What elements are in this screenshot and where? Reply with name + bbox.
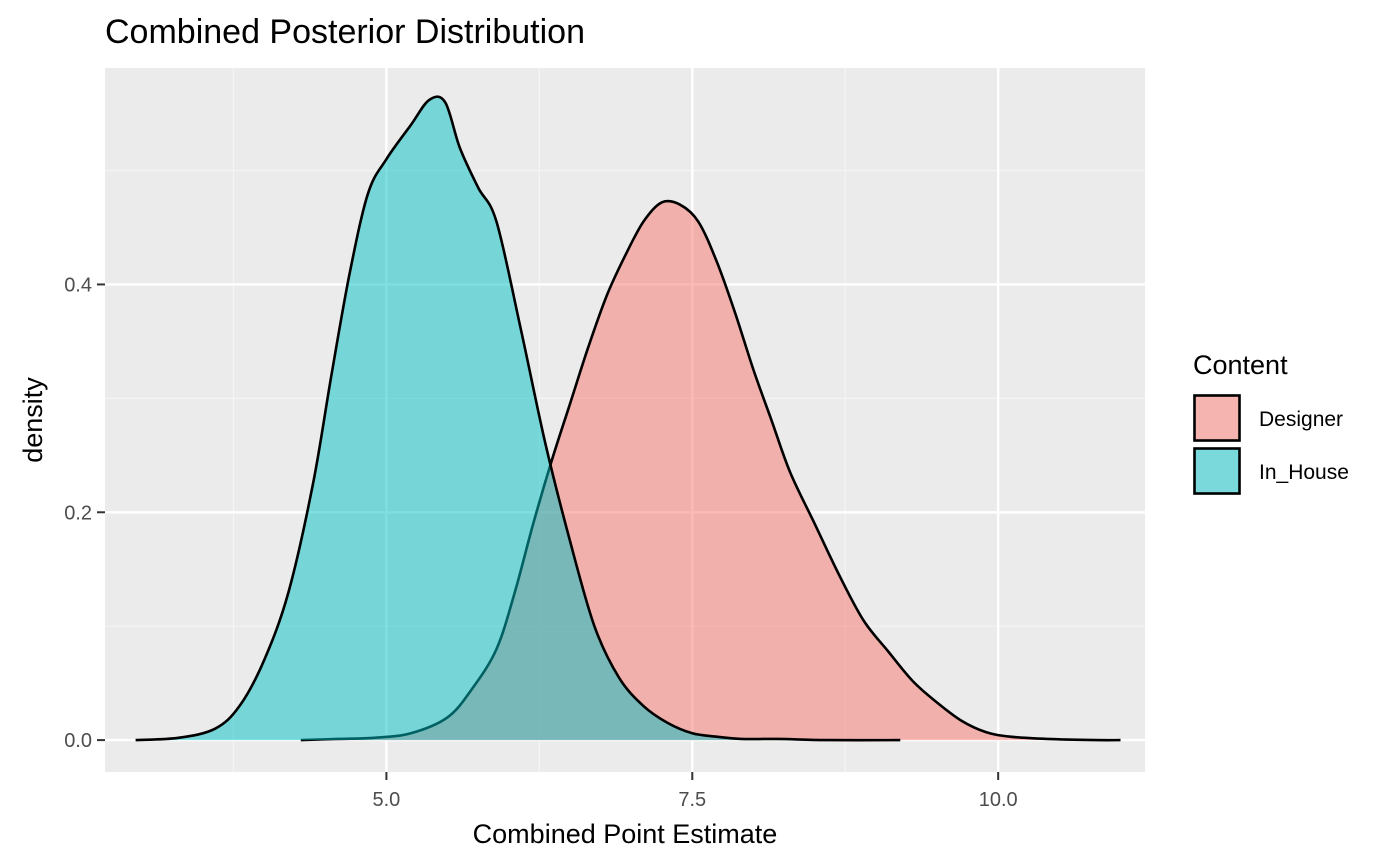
- x-tick-label: 10.0: [979, 789, 1018, 811]
- y-tick-label: 0.0: [64, 730, 92, 752]
- density-area-designer: [300, 201, 1121, 741]
- density-line-in-house: [135, 95, 901, 742]
- density-areas: [135, 95, 1121, 742]
- y-axis-ticks: 0.0 0.2 0.4: [64, 274, 105, 752]
- y-tick-label: 0.2: [64, 502, 92, 524]
- chart-title: Combined Posterior Distribution: [105, 13, 585, 51]
- legend-label-designer: Designer: [1259, 408, 1343, 431]
- legend-swatch-in-house: [1193, 447, 1241, 495]
- legend: Content Designer In_House: [1193, 350, 1349, 495]
- legend-items: Designer In_House: [1193, 394, 1349, 495]
- x-axis-title: Combined Point Estimate: [473, 819, 778, 849]
- legend-swatch-designer: [1193, 394, 1241, 442]
- legend-title: Content: [1193, 350, 1288, 380]
- x-tick-label: 5.0: [373, 789, 401, 811]
- x-axis-ticks: 5.0 7.5 10.0: [373, 772, 1018, 811]
- x-tick-label: 7.5: [678, 789, 706, 811]
- y-axis-title: density: [18, 377, 48, 463]
- legend-label-in-house: In_House: [1259, 461, 1349, 484]
- density-area-in-house: [135, 96, 901, 741]
- y-tick-label: 0.4: [64, 274, 92, 296]
